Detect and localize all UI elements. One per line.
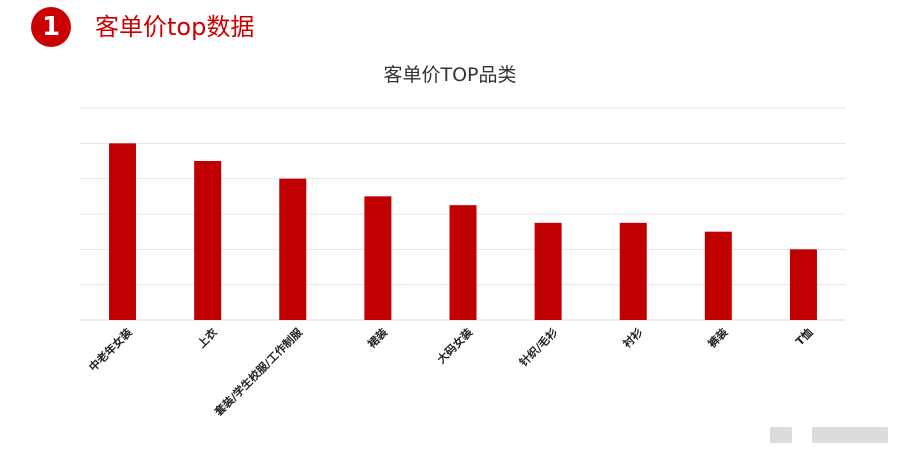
watermark-block-small <box>770 427 792 443</box>
x-tick-label: 针织/毛衫 <box>516 325 560 369</box>
number-badge: 1 <box>31 7 71 47</box>
x-tick-label: 裤装 <box>704 325 730 351</box>
watermark-block-large <box>812 427 888 443</box>
section-title: 客单价top数据 <box>95 13 255 41</box>
chart-title: 客单价TOP品类 <box>383 64 517 86</box>
bar <box>279 178 307 320</box>
x-tick-label: 中老年女装 <box>86 325 135 374</box>
bars <box>109 143 817 320</box>
section-header: 1 客单价top数据 <box>31 6 254 48</box>
x-tick-label: T恤 <box>793 325 816 348</box>
bar <box>194 161 222 320</box>
x-tick-label: 上衣 <box>194 325 220 351</box>
bar <box>704 231 732 320</box>
x-tick-label: 裙装 <box>365 325 390 350</box>
bar <box>619 222 647 320</box>
x-tick-label: 套装/学生校服/工作制服 <box>212 325 306 419</box>
bar <box>364 196 392 320</box>
bar <box>534 222 562 320</box>
x-tick-label: 衬衫 <box>620 325 645 350</box>
bar <box>449 205 477 320</box>
bar <box>789 249 817 320</box>
bar <box>109 143 137 320</box>
x-tick-label: 大码女装 <box>434 325 475 366</box>
